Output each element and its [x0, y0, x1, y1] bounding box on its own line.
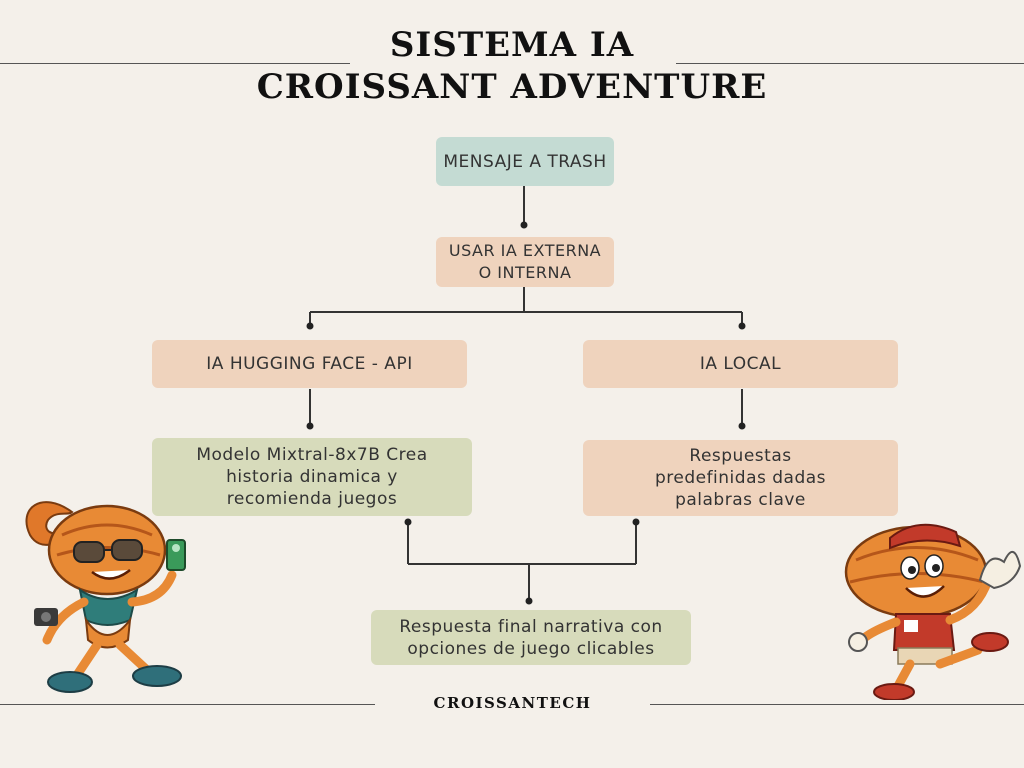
node-respuestas-predefinidas: Respuestas predefinidas dadas palabras c… — [583, 440, 898, 516]
header-rule-left — [0, 63, 350, 64]
header-rule-right — [676, 63, 1024, 64]
connector-dot — [520, 221, 528, 229]
node-local-label: IA LOCAL — [699, 354, 782, 374]
node-respuestas-label: Respuestas predefinidas dadas palabras c… — [654, 446, 827, 510]
footer-rule-right — [650, 704, 1024, 705]
croissant-explorer-mascot — [25, 501, 186, 693]
node-mensaje-a-trash: MENSAJE A TRASH — [436, 137, 614, 186]
node-usar-label: USAR IA EXTERNA O INTERNA — [448, 241, 602, 282]
connector-dot — [738, 422, 746, 430]
connector-dot — [738, 322, 746, 330]
croissant-waving-mascot — [844, 523, 1022, 700]
node-usar-ia: USAR IA EXTERNA O INTERNA — [436, 237, 614, 287]
node-mensaje-label: MENSAJE A TRASH — [443, 151, 607, 172]
connector-dot — [632, 518, 640, 526]
footer-brand: CROISSANTECH — [433, 694, 592, 712]
node-ia-local: IA LOCAL — [583, 340, 898, 388]
node-final-label: Respuesta final narrativa con opciones d… — [399, 616, 663, 659]
node-respuesta-final: Respuesta final narrativa con opciones d… — [371, 610, 691, 665]
node-modelo-label: Modelo Mixtral-8x7B Crea historia dinami… — [196, 445, 428, 509]
connector-dot — [525, 597, 533, 605]
title-line-2: CROISSANT ADVENTURE — [256, 67, 768, 107]
connector-dot — [306, 422, 314, 430]
node-modelo-mixtral: Modelo Mixtral-8x7B Crea historia dinami… — [152, 438, 472, 516]
node-hugging-face: IA HUGGING FACE - API — [152, 340, 467, 388]
connector-dot — [306, 322, 314, 330]
title-line-1: SISTEMA IA — [389, 25, 635, 65]
node-hugging-label: IA HUGGING FACE - API — [206, 354, 413, 374]
connector-dot — [404, 518, 412, 526]
footer-rule-left — [0, 704, 375, 705]
